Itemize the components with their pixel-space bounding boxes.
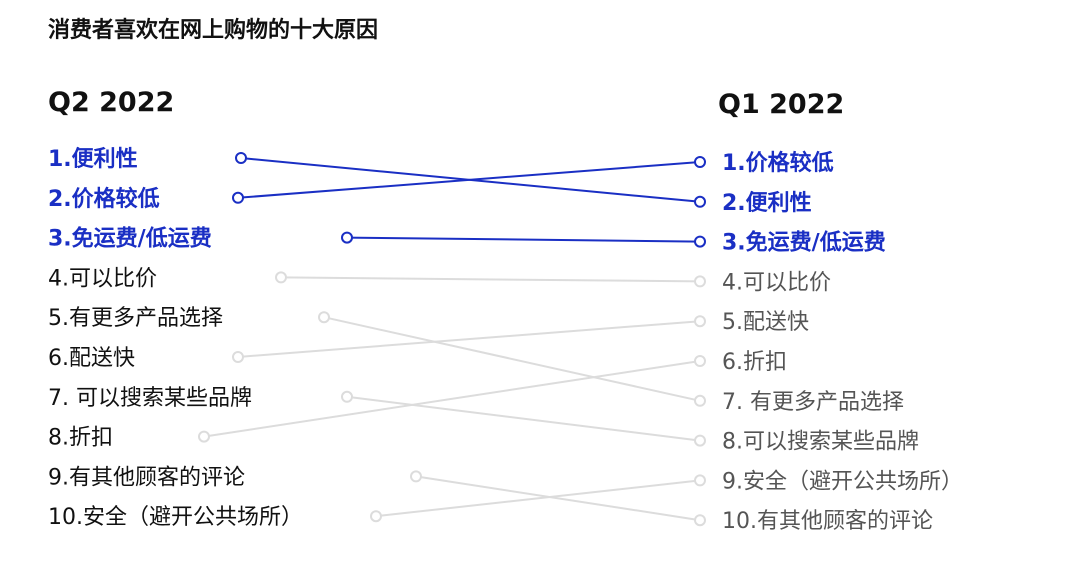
connector-line (237, 161, 701, 199)
left-label-rank-9: 9.有其他顾客的评论 (48, 465, 245, 490)
left-label-rank-8: 8.折扣 (48, 426, 113, 451)
left-label-rank-5: 5.有更多产品选择 (48, 306, 223, 331)
right-label-rank-6: 6.折扣 (722, 350, 787, 375)
left-endpoint-marker (232, 351, 244, 363)
left-endpoint-marker (370, 510, 382, 523)
connector-line (346, 395, 701, 442)
right-label-rank-8: 8.可以搜索某些品牌 (722, 430, 919, 455)
left-rank-labels: 1.便利性 2.价格较低 3.免运费/低运费 4.可以比价 5.有更多产品选择 6.配送快… (48, 147, 303, 530)
connector-10-to-9 (370, 474, 706, 523)
right-endpoint-marker (694, 355, 706, 367)
left-label-rank-4: 4.可以比价 (48, 266, 157, 291)
connector-7-to-8 (341, 390, 706, 447)
right-label-rank-5: 5.配送快 (722, 310, 809, 335)
connector-line (237, 320, 701, 358)
connector-line (323, 316, 701, 402)
right-endpoint-marker (694, 235, 706, 248)
connector-line (346, 236, 701, 243)
connector-9-to-10 (410, 470, 706, 527)
left-endpoint-marker (410, 470, 422, 483)
right-endpoint-marker (694, 195, 706, 208)
right-endpoint-marker (694, 514, 706, 527)
connector-6-to-5 (232, 315, 706, 363)
left-label-rank-3: 3.免运费/低运费 (48, 226, 212, 252)
right-endpoint-marker (694, 394, 706, 407)
right-label-rank-7: 7. 有更多产品选择 (722, 390, 904, 415)
left-label-rank-1: 1.便利性 (48, 147, 138, 172)
right-label-rank-4: 4.可以比价 (722, 270, 831, 295)
left-endpoint-marker (341, 231, 353, 244)
left-endpoint-marker (198, 430, 210, 443)
connector-8-to-6 (198, 355, 706, 443)
right-endpoint-marker (694, 275, 706, 288)
chart-title: 消费者喜欢在网上购物的十大原因 (48, 17, 378, 43)
right-label-rank-10: 10.有其他顾客的评论 (722, 509, 933, 534)
right-endpoint-marker (694, 315, 706, 328)
connector-2-to-1 (232, 156, 706, 204)
right-endpoint-marker (694, 434, 706, 447)
connector-lines (198, 152, 706, 527)
left-endpoint-marker (232, 191, 244, 204)
right-label-rank-2: 2.便利性 (722, 191, 812, 216)
left-endpoint-marker (341, 390, 353, 403)
left-label-rank-6: 6.配送快 (48, 346, 135, 371)
right-column-header: Q1 2022 (718, 89, 844, 120)
connector-5-to-7 (318, 311, 706, 407)
right-label-rank-3: 3.免运费/低运费 (722, 230, 886, 256)
right-endpoint-marker (694, 156, 706, 168)
connector-line (280, 276, 701, 283)
left-column-header: Q2 2022 (48, 87, 174, 118)
left-endpoint-marker (275, 271, 287, 284)
left-endpoint-marker (318, 311, 330, 324)
connector-line (203, 360, 701, 438)
right-label-rank-1: 1.价格较低 (722, 150, 834, 176)
left-endpoint-marker (235, 152, 247, 164)
right-endpoint-marker (694, 474, 706, 487)
left-label-rank-2: 2.价格较低 (48, 186, 160, 212)
left-label-rank-10: 10.安全（避开公共场所） (48, 505, 303, 530)
connector-line (415, 475, 701, 522)
left-label-rank-7: 7. 可以搜索某些品牌 (48, 386, 252, 411)
right-label-rank-9: 9.安全（避开公共场所） (722, 469, 963, 494)
connector-3-to-3 (341, 231, 706, 248)
connector-4-to-4 (275, 271, 706, 288)
connector-line (375, 479, 701, 518)
right-rank-labels: 1.价格较低 2.便利性 3.免运费/低运费 4.可以比价 5.配送快 6.折扣 7. 有更… (722, 150, 963, 534)
